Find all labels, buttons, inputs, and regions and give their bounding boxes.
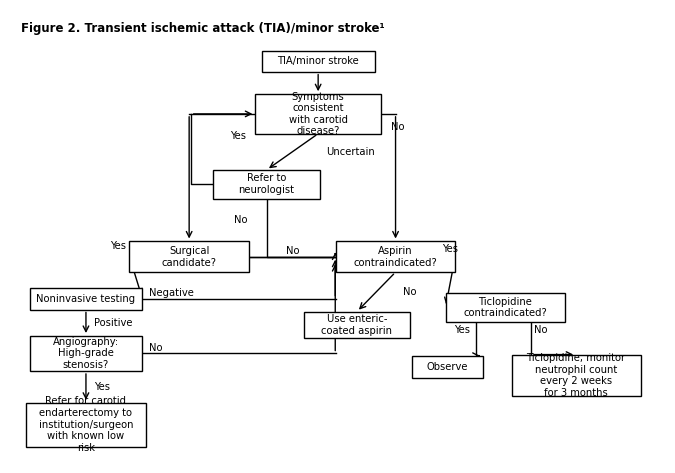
Text: Aspirin
contraindicated?: Aspirin contraindicated? bbox=[354, 246, 437, 268]
FancyBboxPatch shape bbox=[26, 403, 146, 447]
Text: Yes: Yes bbox=[454, 325, 470, 335]
FancyBboxPatch shape bbox=[412, 356, 483, 377]
FancyBboxPatch shape bbox=[336, 241, 455, 272]
Text: No: No bbox=[391, 122, 404, 132]
FancyBboxPatch shape bbox=[304, 312, 410, 338]
Text: Uncertain: Uncertain bbox=[326, 147, 375, 157]
Text: Ticlopidine
contraindicated?: Ticlopidine contraindicated? bbox=[463, 297, 547, 318]
Text: Symptoms
consistent
with carotid
disease?: Symptoms consistent with carotid disease… bbox=[289, 91, 348, 136]
Text: Yes: Yes bbox=[230, 131, 246, 141]
Text: Angiography:
High-grade
stenosis?: Angiography: High-grade stenosis? bbox=[53, 337, 119, 370]
Text: Refer to
neurologist: Refer to neurologist bbox=[238, 174, 294, 195]
Text: No: No bbox=[148, 343, 162, 353]
FancyBboxPatch shape bbox=[130, 241, 249, 272]
FancyBboxPatch shape bbox=[255, 94, 381, 134]
FancyBboxPatch shape bbox=[30, 336, 142, 371]
Text: No: No bbox=[403, 287, 416, 297]
Text: Observe: Observe bbox=[427, 362, 468, 372]
Text: Negative: Negative bbox=[148, 288, 194, 298]
Text: Noninvasive testing: Noninvasive testing bbox=[36, 294, 136, 304]
FancyBboxPatch shape bbox=[30, 288, 142, 309]
FancyBboxPatch shape bbox=[446, 293, 565, 322]
Text: Refer for carotid
endarterectomy to
institution/surgeon
with known low
risk: Refer for carotid endarterectomy to inst… bbox=[38, 396, 133, 453]
Text: Use enteric-
coated aspirin: Use enteric- coated aspirin bbox=[321, 314, 392, 336]
Text: Yes: Yes bbox=[94, 382, 110, 392]
FancyBboxPatch shape bbox=[512, 355, 641, 396]
FancyBboxPatch shape bbox=[262, 51, 375, 72]
Text: No: No bbox=[286, 246, 299, 256]
FancyBboxPatch shape bbox=[213, 170, 320, 199]
Text: Surgical
candidate?: Surgical candidate? bbox=[161, 246, 217, 268]
Text: Figure 2. Transient ischemic attack (TIA)/minor stroke¹: Figure 2. Transient ischemic attack (TIA… bbox=[22, 22, 385, 35]
Text: No: No bbox=[234, 216, 247, 226]
Text: Yes: Yes bbox=[442, 244, 458, 254]
Text: No: No bbox=[534, 325, 547, 335]
Text: Yes: Yes bbox=[110, 241, 126, 251]
Text: TIA/minor stroke: TIA/minor stroke bbox=[277, 56, 359, 66]
Text: Ticlopidine; monitor
neutrophil count
every 2 weeks
for 3 months: Ticlopidine; monitor neutrophil count ev… bbox=[526, 353, 626, 398]
Text: Positive: Positive bbox=[94, 318, 132, 328]
